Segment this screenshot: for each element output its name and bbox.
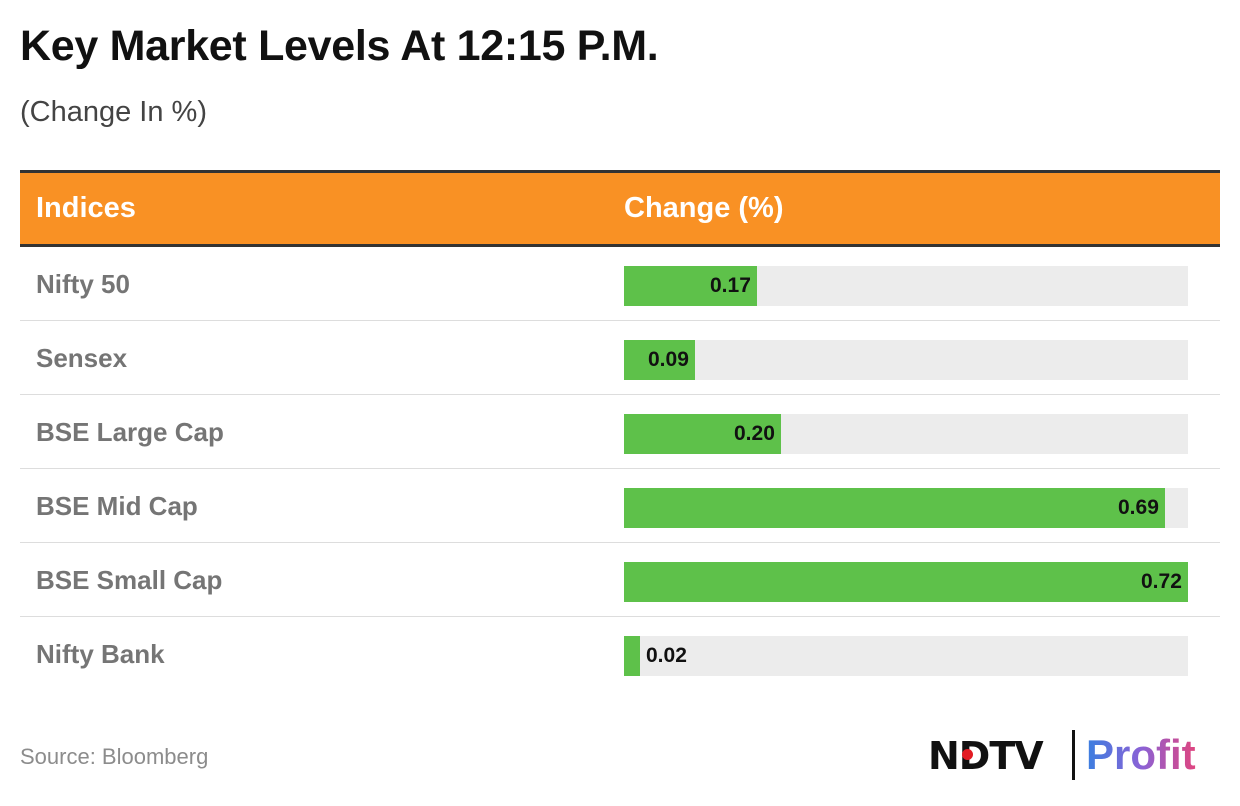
change-bar (624, 266, 757, 306)
change-value-label: 0.72 (1141, 570, 1182, 593)
table-row: BSE Mid Cap 0.69 (20, 469, 1220, 543)
bar-track: 0.17 (624, 266, 1188, 306)
change-bar (624, 562, 1188, 602)
logo-product: Profit (1086, 731, 1196, 778)
change-value-label: 0.02 (646, 644, 687, 667)
header-indices: Indices (36, 192, 136, 224)
change-bar (624, 636, 640, 676)
index-label: BSE Large Cap (36, 417, 224, 447)
source-note: Source: Bloomberg (20, 744, 209, 769)
table-top-rule (20, 170, 1220, 173)
change-bar (624, 488, 1165, 528)
logo-brand: NDTV (928, 734, 1044, 778)
bar-track: 0.72 (624, 562, 1188, 602)
index-label: Sensex (36, 343, 128, 373)
chart-title: Key Market Levels At 12:15 P.M. (20, 22, 659, 70)
change-bar (624, 414, 781, 454)
index-label: Nifty Bank (36, 639, 165, 669)
change-value-label: 0.09 (648, 348, 689, 371)
change-value-label: 0.69 (1118, 496, 1159, 519)
bar-track: 0.20 (624, 414, 1188, 454)
change-bar (624, 340, 695, 380)
bar-track: 0.69 (624, 488, 1188, 528)
table-row: Nifty 50 0.17 (20, 247, 1220, 321)
logo-divider (1072, 730, 1075, 780)
index-label: BSE Mid Cap (36, 491, 198, 521)
market-levels-table: Indices Change (%) Nifty 50 0.17 Sensex 0.0… (20, 170, 1220, 690)
logo-red-dot-icon (962, 749, 973, 760)
table-header: Indices Change (%) (20, 173, 1220, 247)
table-row: Sensex 0.09 (20, 321, 1220, 395)
table-row: BSE Large Cap 0.20 (20, 395, 1220, 469)
index-label: BSE Small Cap (36, 565, 223, 595)
table-row: BSE Small Cap 0.72 (20, 543, 1220, 617)
change-value-label: 0.20 (734, 422, 775, 445)
chart-subtitle: (Change In %) (20, 96, 207, 128)
table-row: Nifty Bank 0.02 (20, 617, 1220, 690)
ndtv-profit-logo: NDTV Profit (928, 728, 1222, 784)
bar-track: 0.09 (624, 340, 1188, 380)
bar-track: 0.02 (624, 636, 1188, 676)
table-body: Nifty 50 0.17 Sensex 0.09 BSE Large Cap 0.20 B… (20, 247, 1220, 690)
index-label: Nifty 50 (36, 269, 130, 299)
change-value-label: 0.17 (710, 274, 751, 297)
header-change: Change (%) (624, 192, 784, 224)
